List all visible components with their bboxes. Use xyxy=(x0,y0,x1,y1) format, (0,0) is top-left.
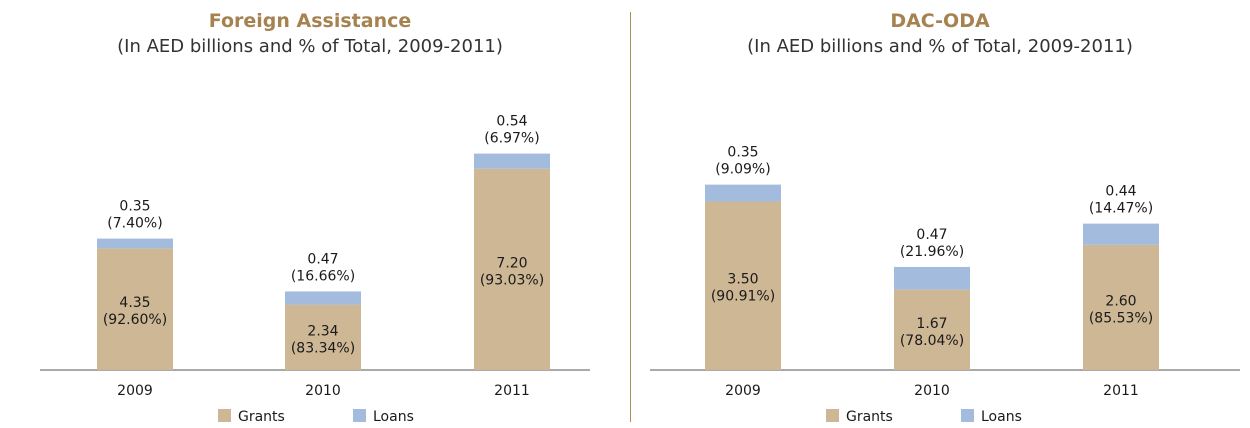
data-label-loans-pct: (21.96%) xyxy=(900,244,964,260)
legend-swatch-loans xyxy=(961,409,974,422)
bar-loans-2010 xyxy=(894,267,970,290)
x-tick-label: 2010 xyxy=(914,383,950,399)
x-tick-label: 2009 xyxy=(117,383,153,399)
data-label-loans-value: 0.44 xyxy=(1105,184,1136,200)
data-label-loans-value: 0.47 xyxy=(916,227,947,243)
data-label-loans-pct: (16.66%) xyxy=(291,268,355,284)
data-label-loans-value: 0.35 xyxy=(119,199,150,215)
foreign-assistance-chart: Foreign Assistance (In AED billions and … xyxy=(0,0,620,428)
chart-plot-area: 4.35(92.60%) 0.35(7.40%) 2009 2.34(83.34%) 0… xyxy=(0,0,620,428)
x-tick-label: 2009 xyxy=(725,383,761,399)
data-label-loans-pct: (14.47%) xyxy=(1089,201,1153,217)
legend-swatch-grants xyxy=(826,409,839,422)
legend-swatch-loans xyxy=(353,409,366,422)
data-label-grants-pct: (93.03%) xyxy=(480,272,544,288)
data-label-grants-pct: (83.34%) xyxy=(291,340,355,356)
bar-loans-2011 xyxy=(1083,224,1159,245)
bar-loans-2009 xyxy=(97,239,173,249)
data-label-loans-pct: (7.40%) xyxy=(107,216,162,232)
legend-swatch-grants xyxy=(218,409,231,422)
data-label-loans-pct: (6.97%) xyxy=(484,131,539,147)
data-label-grants-pct: (92.60%) xyxy=(103,312,167,328)
data-label-loans-value: 0.35 xyxy=(727,145,758,161)
chart-plot-area: 3.50(90.91%) 0.35(9.09%) 2009 1.67(78.04%) 0… xyxy=(630,0,1250,428)
legend-label-grants: Grants xyxy=(238,409,285,425)
data-label-grants-value: 7.20 xyxy=(496,255,527,271)
data-label-loans-value: 0.47 xyxy=(307,251,338,267)
bar-loans-2009 xyxy=(705,185,781,202)
legend-label-loans: Loans xyxy=(981,409,1022,425)
data-label-grants-value: 2.60 xyxy=(1105,293,1136,309)
data-label-grants-pct: (78.04%) xyxy=(900,333,964,349)
data-label-grants-value: 3.50 xyxy=(727,272,758,288)
data-label-grants-value: 1.67 xyxy=(916,316,947,332)
data-label-grants-value: 4.35 xyxy=(119,295,150,311)
x-tick-label: 2010 xyxy=(305,383,341,399)
data-label-grants-value: 2.34 xyxy=(307,323,338,339)
legend-label-loans: Loans xyxy=(373,409,414,425)
bar-loans-2010 xyxy=(285,291,361,304)
bar-loans-2011 xyxy=(474,154,550,169)
data-label-loans-value: 0.54 xyxy=(496,114,527,130)
data-label-grants-pct: (85.53%) xyxy=(1089,310,1153,326)
legend-label-grants: Grants xyxy=(846,409,893,425)
data-label-loans-pct: (9.09%) xyxy=(715,162,770,178)
dac-oda-chart: DAC-ODA (In AED billions and % of Total,… xyxy=(630,0,1250,428)
x-tick-label: 2011 xyxy=(494,383,530,399)
data-label-grants-pct: (90.91%) xyxy=(711,289,775,305)
x-tick-label: 2011 xyxy=(1103,383,1139,399)
